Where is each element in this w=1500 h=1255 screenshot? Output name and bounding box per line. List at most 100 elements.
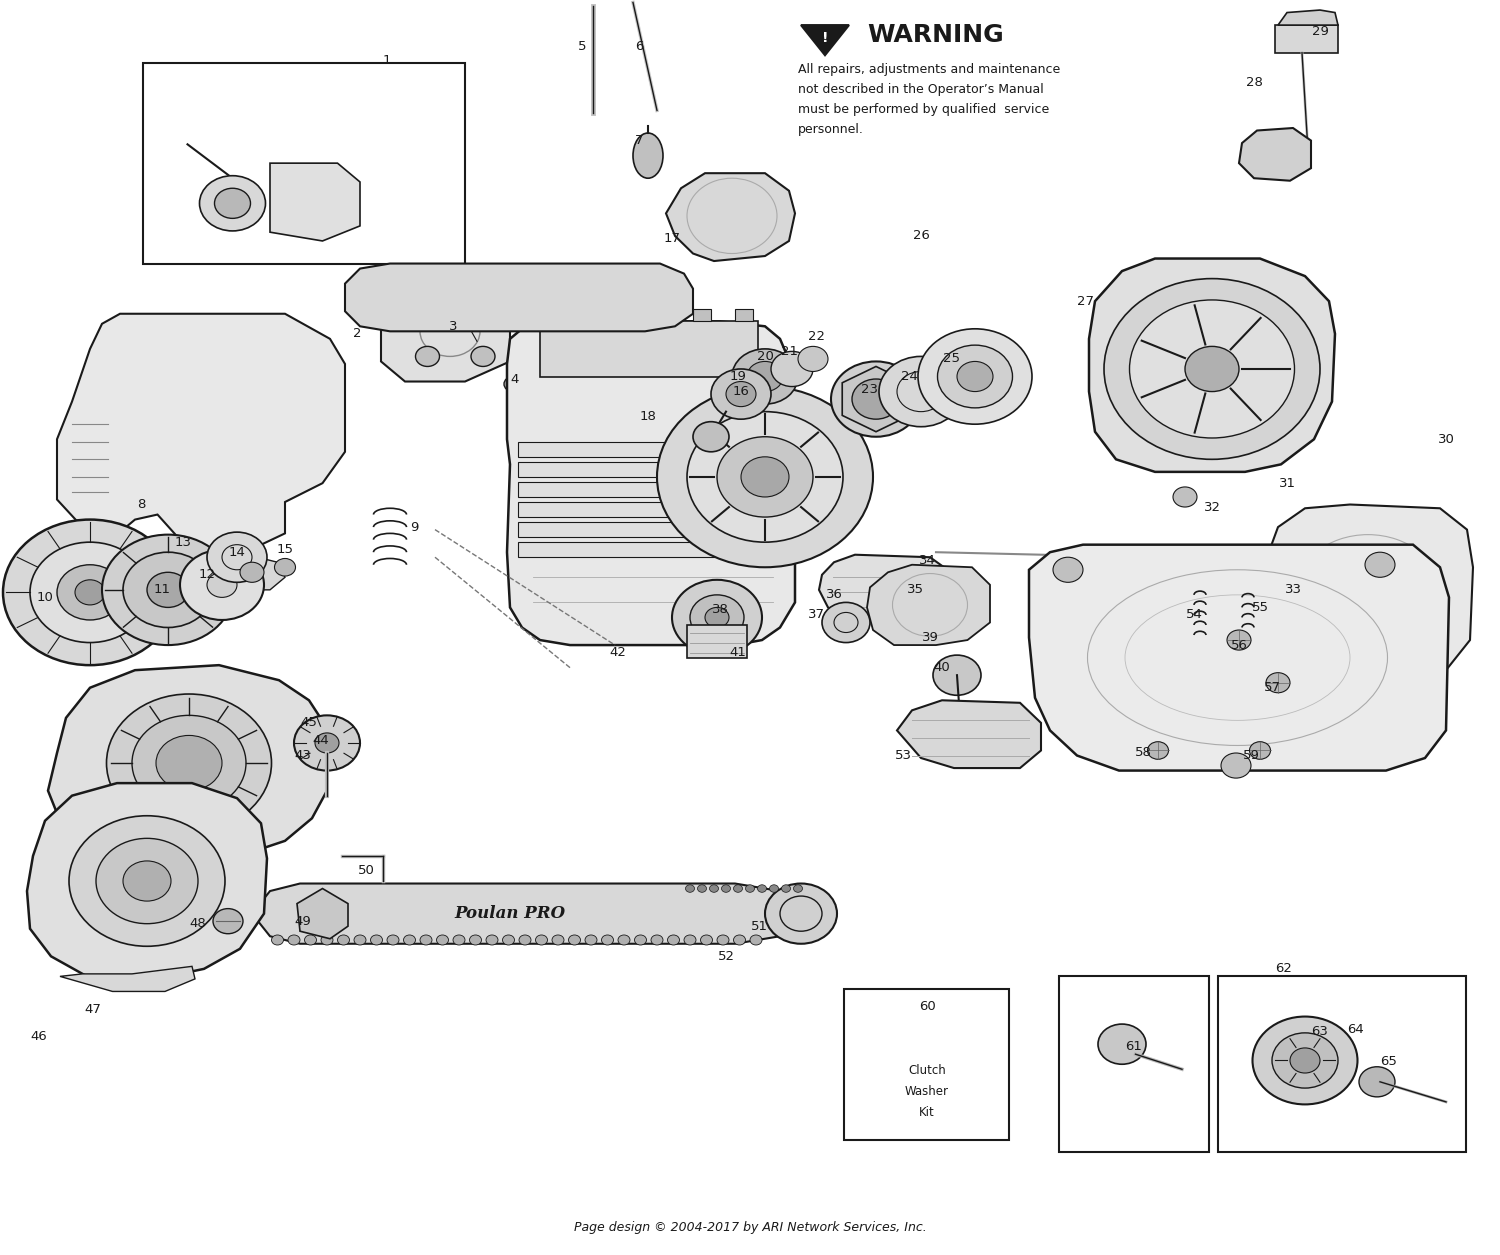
Circle shape — [315, 733, 339, 753]
Circle shape — [1359, 1067, 1395, 1097]
Circle shape — [1365, 552, 1395, 577]
Text: 1: 1 — [382, 54, 392, 67]
Text: 44: 44 — [312, 734, 330, 747]
Bar — [558, 309, 576, 321]
Bar — [518, 442, 772, 457]
Circle shape — [240, 562, 264, 582]
Text: 59: 59 — [1242, 749, 1260, 762]
Text: WARNING: WARNING — [867, 23, 1004, 48]
Text: 62: 62 — [1275, 963, 1293, 975]
Ellipse shape — [633, 133, 663, 178]
Text: 14: 14 — [228, 546, 246, 558]
Text: 51: 51 — [750, 920, 768, 932]
Text: 38: 38 — [711, 604, 729, 616]
Circle shape — [734, 885, 742, 892]
Bar — [1059, 976, 1209, 1152]
Bar — [518, 542, 772, 557]
Text: 5: 5 — [578, 40, 586, 53]
Bar — [687, 625, 747, 658]
Text: 42: 42 — [609, 646, 627, 659]
Circle shape — [288, 935, 300, 945]
Text: 39: 39 — [921, 631, 939, 644]
Text: 13: 13 — [174, 536, 192, 548]
Bar — [1275, 25, 1338, 53]
Bar — [735, 309, 753, 321]
Circle shape — [272, 935, 284, 945]
Text: 8: 8 — [136, 498, 146, 511]
Circle shape — [503, 935, 515, 945]
Text: 20: 20 — [756, 350, 774, 363]
Circle shape — [123, 861, 171, 901]
Circle shape — [938, 345, 1013, 408]
Circle shape — [942, 708, 972, 733]
Text: 19: 19 — [729, 370, 747, 383]
Circle shape — [420, 935, 432, 945]
Circle shape — [1130, 300, 1294, 438]
Polygon shape — [258, 884, 801, 944]
Circle shape — [552, 935, 564, 945]
Polygon shape — [172, 555, 232, 590]
Circle shape — [602, 935, 613, 945]
Bar — [518, 462, 772, 477]
Text: 63: 63 — [1311, 1025, 1329, 1038]
Text: 17: 17 — [663, 232, 681, 245]
Circle shape — [585, 935, 597, 945]
Bar — [648, 309, 666, 321]
Circle shape — [1272, 1033, 1338, 1088]
Circle shape — [75, 580, 105, 605]
Circle shape — [831, 361, 921, 437]
Bar — [540, 321, 758, 376]
Circle shape — [957, 361, 993, 392]
Circle shape — [294, 715, 360, 771]
Polygon shape — [270, 163, 360, 241]
Text: 29: 29 — [1311, 25, 1329, 38]
Text: 40: 40 — [933, 661, 951, 674]
Circle shape — [1104, 279, 1320, 459]
Circle shape — [1290, 1048, 1320, 1073]
Polygon shape — [867, 565, 990, 645]
Circle shape — [1185, 346, 1239, 392]
Text: !: ! — [822, 30, 828, 45]
Circle shape — [750, 935, 762, 945]
Polygon shape — [819, 555, 954, 620]
Bar — [142, 63, 465, 264]
Bar — [518, 502, 772, 517]
Text: Clutch
Washer
Kit: Clutch Washer Kit — [904, 1064, 950, 1119]
Circle shape — [504, 376, 522, 392]
Polygon shape — [27, 783, 267, 981]
Circle shape — [57, 565, 123, 620]
Circle shape — [404, 935, 416, 945]
Circle shape — [933, 655, 981, 695]
Text: 30: 30 — [1437, 433, 1455, 446]
Polygon shape — [1029, 545, 1449, 771]
Circle shape — [746, 885, 754, 892]
Circle shape — [711, 369, 771, 419]
Circle shape — [879, 356, 963, 427]
Circle shape — [741, 457, 789, 497]
Text: 26: 26 — [912, 230, 930, 242]
Polygon shape — [1278, 10, 1338, 25]
Bar — [518, 522, 772, 537]
Circle shape — [765, 884, 837, 944]
Circle shape — [747, 361, 783, 392]
Text: 53: 53 — [894, 749, 912, 762]
Text: 37: 37 — [807, 609, 825, 621]
Circle shape — [568, 935, 580, 945]
Circle shape — [734, 935, 746, 945]
Text: 23: 23 — [861, 383, 879, 395]
Text: 24: 24 — [900, 370, 918, 383]
Circle shape — [69, 816, 225, 946]
Circle shape — [717, 437, 813, 517]
Polygon shape — [60, 966, 195, 991]
Circle shape — [453, 935, 465, 945]
Text: 58: 58 — [1134, 747, 1152, 759]
Polygon shape — [48, 665, 327, 858]
Bar — [844, 989, 1010, 1140]
Text: 12: 12 — [198, 569, 216, 581]
Text: 7: 7 — [634, 134, 644, 147]
Circle shape — [798, 346, 828, 371]
Circle shape — [771, 351, 813, 387]
Circle shape — [30, 542, 150, 643]
Circle shape — [758, 885, 766, 892]
Polygon shape — [225, 555, 285, 590]
